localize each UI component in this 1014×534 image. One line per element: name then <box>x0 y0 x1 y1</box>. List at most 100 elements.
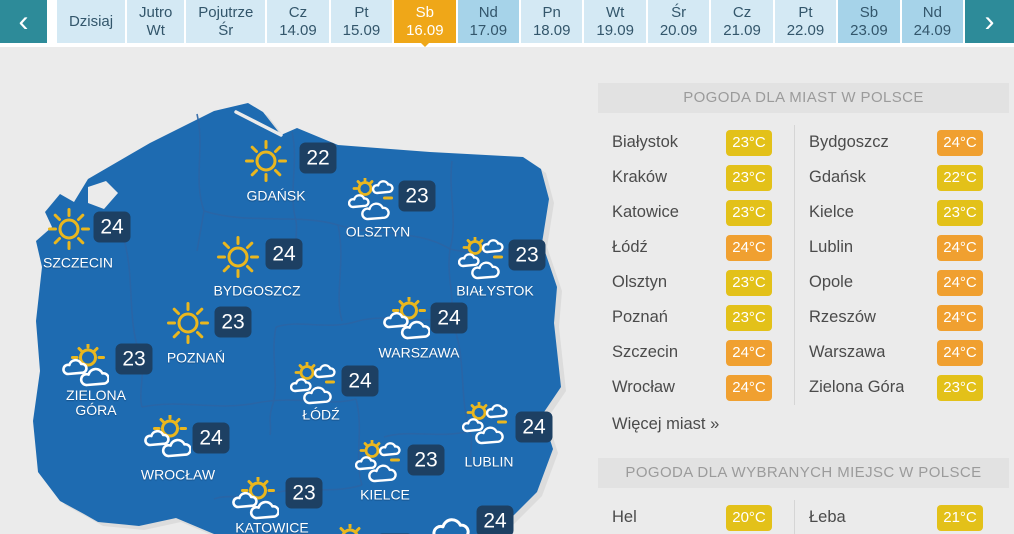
city-name: Kielce <box>809 203 854 221</box>
sun-clouds-icon <box>462 402 510 446</box>
city-temp-row-kraków[interactable]: Kraków 23°C <box>598 160 772 195</box>
city-name: Wrocław <box>612 378 675 396</box>
tab-day-label: Dzisiaj <box>68 12 114 30</box>
map-temp-badge: 24 <box>192 422 230 454</box>
tab-sb-23-09[interactable]: Sb 23.09 <box>838 0 900 43</box>
city-temp-badge: 23°C <box>726 129 772 156</box>
city-name: Warszawa <box>809 343 886 361</box>
city-temp-row-opole[interactable]: Opole 24°C <box>809 265 983 300</box>
city-temp-badge: 23°C <box>726 304 772 331</box>
tab-date-label: 19.09 <box>596 21 634 39</box>
city-temp-row-zielona-góra[interactable]: Zielona Góra 23°C <box>809 370 983 405</box>
tab-pt-22-09[interactable]: Pt 22.09 <box>774 0 837 43</box>
map-temp-badge: 23 <box>508 239 546 271</box>
sun-clouds-icon <box>458 237 506 281</box>
tab-date-label: 16.09 <box>406 21 444 39</box>
city-name: Łeba <box>809 508 846 526</box>
city-name: Rzeszów <box>809 308 876 326</box>
date-tabbar: ‹ Dzisiaj Jutro Wt Pojutrze Śr Cz 14.09 … <box>0 0 1014 47</box>
tab-day-label: Wt <box>605 3 625 21</box>
tab-wt-19-09[interactable]: Wt 19.09 <box>584 0 646 43</box>
map-temp-badge: 24 <box>341 365 379 397</box>
city-temp-badge: 24°C <box>937 129 983 156</box>
map-city-label: KATOWICE <box>235 519 309 534</box>
tab-date-label: 18.09 <box>532 21 571 39</box>
tab-day-label: Jutro <box>139 3 173 21</box>
city-name: Gdańsk <box>809 168 866 186</box>
tab-day-label: Pojutrze <box>198 3 254 21</box>
cloud-icon <box>428 505 476 534</box>
city-temp-badge: 24°C <box>937 269 983 296</box>
city-temp-row-wrocław[interactable]: Wrocław 24°C <box>598 370 772 405</box>
city-temp-row-rzeszów[interactable]: Rzeszów 24°C <box>809 300 983 335</box>
cities-column-right: Bydgoszcz 24°C Gdańsk 22°C Kielce 23°C L… <box>794 125 1009 405</box>
city-temp-row-łeba[interactable]: Łeba 21°C <box>809 500 983 534</box>
city-temp-row-poznań[interactable]: Poznań 23°C <box>598 300 772 335</box>
city-name: Katowice <box>612 203 679 221</box>
city-temp-badge: 24°C <box>937 304 983 331</box>
city-temp-badge: 20°C <box>726 504 772 531</box>
city-name: Hel <box>612 508 637 526</box>
map-city-label: LUBLIN <box>464 453 514 470</box>
map-city-label: SZCZECIN <box>43 254 113 271</box>
tab-sb-16-09[interactable]: Sb 16.09 <box>394 0 456 43</box>
places-column-left: Hel 20°C <box>598 500 794 534</box>
tab-nd-24-09[interactable]: Nd 24.09 <box>901 0 964 43</box>
cities-columns: Białystok 23°C Kraków 23°C Katowice 23°C… <box>598 125 1009 405</box>
city-name: Szczecin <box>612 343 679 361</box>
city-temp-row-lublin[interactable]: Lublin 24°C <box>809 230 983 265</box>
city-name: Białystok <box>612 133 679 151</box>
map-city-label: ZIELONA GÓRA <box>66 387 126 418</box>
more-cities-link[interactable]: Więcej miast » <box>612 415 720 433</box>
tab-cz-14-09[interactable]: Cz 14.09 <box>267 0 329 43</box>
map-temp-badge: 23 <box>398 180 436 212</box>
tab-dzisiaj[interactable]: Dzisiaj <box>57 0 126 43</box>
sun-cloud-icon <box>231 477 279 521</box>
prev-dates-button[interactable]: ‹ <box>0 0 47 43</box>
map-temp-badge: 23 <box>115 343 153 375</box>
map-city-label: BIAŁYSTOK <box>456 282 534 299</box>
sun-cloud-icon <box>323 524 371 534</box>
city-temp-row-hel[interactable]: Hel 20°C <box>598 500 772 534</box>
tab-pn-18-09[interactable]: Pn 18.09 <box>521 0 583 43</box>
city-temp-badge: 24°C <box>726 339 772 366</box>
city-temp-row-kielce[interactable]: Kielce 23°C <box>809 195 983 230</box>
city-temp-row-szczecin[interactable]: Szczecin 24°C <box>598 335 772 370</box>
tab-date-label: 14.09 <box>279 21 317 39</box>
next-dates-button[interactable]: › <box>965 0 1014 43</box>
map-city-label: OLSZTYN <box>345 223 411 240</box>
city-temp-row-bydgoszcz[interactable]: Bydgoszcz 24°C <box>809 125 983 160</box>
city-temp-badge: 23°C <box>726 199 772 226</box>
city-temp-row-białystok[interactable]: Białystok 23°C <box>598 125 772 160</box>
city-temp-row-olsztyn[interactable]: Olsztyn 23°C <box>598 265 772 300</box>
tab-day-label: Nd <box>922 3 942 21</box>
city-temp-badge: 24°C <box>726 234 772 261</box>
city-temp-badge: 24°C <box>937 234 983 261</box>
city-temp-row-katowice[interactable]: Katowice 23°C <box>598 195 772 230</box>
places-columns: Hel 20°C Łeba 21°C <box>598 500 1009 534</box>
tab-pojutrze-śr[interactable]: Pojutrze Śr <box>186 0 266 43</box>
city-temp-row-łódź[interactable]: Łódź 24°C <box>598 230 772 265</box>
city-temps-panel: POGODA DLA MIAST W POLSCE Białystok 23°C… <box>598 83 1009 534</box>
map-city-label: ŁÓDŹ <box>302 406 340 423</box>
sun-clouds-icon <box>290 362 338 406</box>
tab-date-label: 23.09 <box>850 21 888 39</box>
tab-day-label: Nd <box>478 3 498 21</box>
tab-pt-15-09[interactable]: Pt 15.09 <box>330 0 393 43</box>
city-name: Kraków <box>612 168 668 186</box>
tab-jutro-wt[interactable]: Jutro Wt <box>127 0 185 43</box>
tab-day-label: Sb <box>415 3 435 21</box>
city-temp-badge: 22°C <box>937 164 983 191</box>
tab-date-label: Wt <box>146 21 165 39</box>
sun-clouds-icon <box>348 178 396 222</box>
tab-nd-17-09[interactable]: Nd 17.09 <box>457 0 519 43</box>
city-temp-row-warszawa[interactable]: Warszawa 24°C <box>809 335 983 370</box>
sun-cloud-icon <box>382 297 430 341</box>
city-name: Opole <box>809 273 854 291</box>
city-temp-row-gdańsk[interactable]: Gdańsk 22°C <box>809 160 983 195</box>
tab-śr-20-09[interactable]: Śr 20.09 <box>647 0 710 43</box>
tab-cz-21-09[interactable]: Cz 21.09 <box>711 0 773 43</box>
tab-date-label: 20.09 <box>659 21 698 39</box>
tab-date-label: 24.09 <box>913 21 952 39</box>
